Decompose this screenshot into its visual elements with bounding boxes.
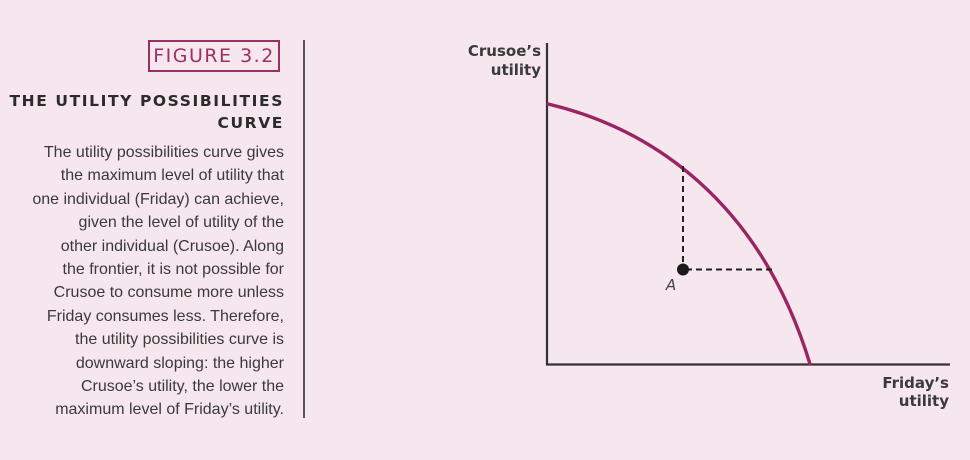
utility-possibilities-curve <box>546 102 812 366</box>
caption-divider <box>303 40 305 418</box>
x-axis-label-line2: utility <box>899 392 949 410</box>
y-axis-label-line2: utility <box>491 61 541 79</box>
caption-body-line: Friday consumes less. Therefore, <box>46 307 284 325</box>
caption-body-line: the frontier, it is not possible for <box>62 261 284 279</box>
caption-body-line: Crusoe to consume more unless <box>53 284 284 302</box>
point-a-marker <box>677 263 689 276</box>
caption-title-line: THE UTILITY POSSIBILITIES <box>9 92 284 110</box>
caption-title: THE UTILITY POSSIBILITIES CURVE <box>4 90 284 134</box>
y-axis-label-line1: Crusoe’s <box>468 42 541 60</box>
caption-body-line: other individual (Crusoe). Along <box>60 237 284 255</box>
caption-body-line: The utility possibilities curve gives <box>43 144 284 161</box>
caption-body-line: downward sloping: the higher <box>75 354 284 372</box>
figure-label: FIGURE 3.2 <box>153 45 275 67</box>
x-axis-label-line1: Friday’s <box>882 374 949 392</box>
caption-body-line: the utility possibilities curve is <box>75 331 284 349</box>
figure-label-box: FIGURE 3.2 <box>148 40 280 72</box>
caption-title-line: CURVE <box>217 114 284 132</box>
caption-body-line: Crusoe’s utility, the lower the <box>80 378 284 396</box>
caption-body: The utility possibilities curve gives th… <box>0 141 284 422</box>
caption-body-line: one individual (Friday) can achieve, <box>32 190 284 208</box>
caption-panel: FIGURE 3.2 THE UTILITY POSSIBILITIES CUR… <box>0 0 300 460</box>
caption-body-line: maximum level of Friday’s utility. <box>55 401 284 419</box>
point-a-label: A <box>665 276 676 294</box>
caption-body-line: given the level of utility of the <box>78 214 284 232</box>
caption-body-line: the maximum level of utility that <box>60 167 284 185</box>
